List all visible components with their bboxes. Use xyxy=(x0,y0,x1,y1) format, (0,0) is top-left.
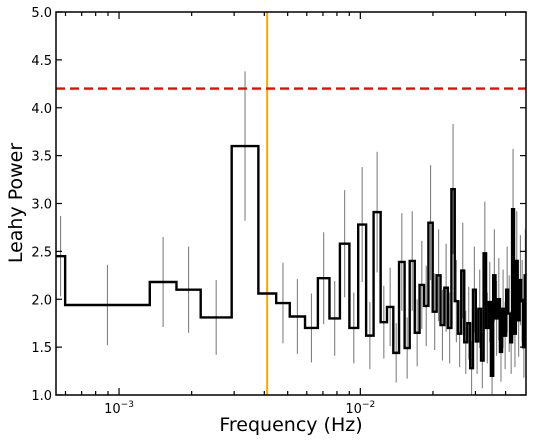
y-tick-label: 3.5 xyxy=(31,150,52,165)
y-axis-title: Leahy Power xyxy=(5,143,27,264)
step-series-line xyxy=(56,144,526,378)
y-tick-label: 3.0 xyxy=(31,198,52,213)
y-tick-label: 4.5 xyxy=(31,54,52,69)
y-axis: 1.0 1.5 2.0 2.5 3.0 3.5 4.0 4.5 5.0 xyxy=(31,6,526,404)
x-axis-title: Frequency (Hz) xyxy=(219,414,362,436)
y-tick-label: 1.5 xyxy=(31,341,52,356)
y-tick-label: 2.5 xyxy=(31,245,52,260)
step-layer xyxy=(56,144,526,378)
y-tick-label: 2.0 xyxy=(31,293,52,308)
y-tick-label: 1.0 xyxy=(31,389,52,404)
x-tick-label: 10−2 xyxy=(345,400,375,417)
y-tick-label: 5.0 xyxy=(31,6,52,21)
x-axis: 10−3 10−2 xyxy=(64,12,507,417)
y-tick-label: 4.0 xyxy=(31,102,52,117)
x-tick-label: 10−3 xyxy=(104,400,134,417)
